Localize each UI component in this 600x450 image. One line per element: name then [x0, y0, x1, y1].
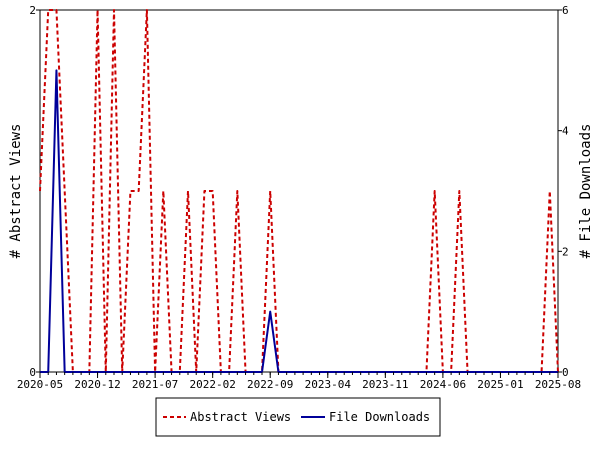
legend-label-file-downloads: File Downloads [329, 410, 430, 424]
x-tick-label: 2023-04 [305, 378, 352, 391]
x-tick-label: 2021-07 [132, 378, 178, 391]
series-layer [39, 9, 559, 373]
y2-axis-title: # File Downloads [578, 124, 594, 259]
x-tick-label: 2025-08 [535, 378, 581, 391]
x-tick-label: 2022-02 [189, 378, 235, 391]
y-tick-label: 2 [29, 4, 36, 17]
y2-tick-label: 2 [562, 245, 569, 258]
y2-tick-label: 4 [562, 125, 569, 138]
x-tick-label: 2025-01 [477, 378, 523, 391]
y-axis-title: # Abstract Views [8, 124, 24, 259]
y2-tick-label: 6 [562, 4, 569, 17]
x-tick-label: 2020-12 [74, 378, 120, 391]
x-tick-label: 2022-09 [247, 378, 293, 391]
y2-tick-label: 0 [562, 366, 569, 379]
x-tick-label: 2020-05 [17, 378, 63, 391]
legend-box [155, 397, 441, 437]
y-tick-label: 0 [29, 366, 36, 379]
ticks-layer: 2020-05 2020-12 2021-07 2022-02 2022-09 2023-… [17, 4, 581, 391]
plot-area [39, 9, 559, 373]
x-tick-label: 2023-11 [362, 378, 408, 391]
series-line-file-downloads [40, 69, 558, 373]
x-tick-label: 2024-06 [420, 378, 466, 391]
legend-label-abstract-views: Abstract Views [190, 410, 291, 424]
legend: Abstract Views File Downloads [155, 397, 441, 437]
